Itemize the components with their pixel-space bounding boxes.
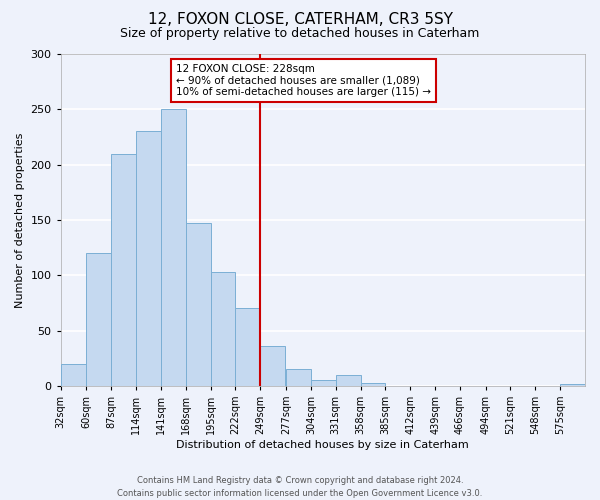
Y-axis label: Number of detached properties: Number of detached properties: [15, 132, 25, 308]
Bar: [211, 272, 235, 386]
Text: Contains HM Land Registry data © Crown copyright and database right 2024.
Contai: Contains HM Land Registry data © Crown c…: [118, 476, 482, 498]
Bar: [260, 346, 285, 386]
X-axis label: Distribution of detached houses by size in Caterham: Distribution of detached houses by size …: [176, 440, 469, 450]
Bar: [235, 308, 260, 386]
Bar: [136, 132, 161, 386]
Bar: [111, 154, 136, 386]
Bar: [361, 382, 385, 386]
Bar: [186, 224, 211, 386]
Bar: [161, 110, 186, 386]
Bar: [61, 364, 86, 386]
Bar: [336, 375, 361, 386]
Bar: [560, 384, 585, 386]
Bar: [286, 370, 311, 386]
Bar: [311, 380, 336, 386]
Text: 12, FOXON CLOSE, CATERHAM, CR3 5SY: 12, FOXON CLOSE, CATERHAM, CR3 5SY: [148, 12, 452, 28]
Text: Size of property relative to detached houses in Caterham: Size of property relative to detached ho…: [121, 28, 479, 40]
Bar: [86, 253, 111, 386]
Text: 12 FOXON CLOSE: 228sqm
← 90% of detached houses are smaller (1,089)
10% of semi-: 12 FOXON CLOSE: 228sqm ← 90% of detached…: [176, 64, 431, 97]
